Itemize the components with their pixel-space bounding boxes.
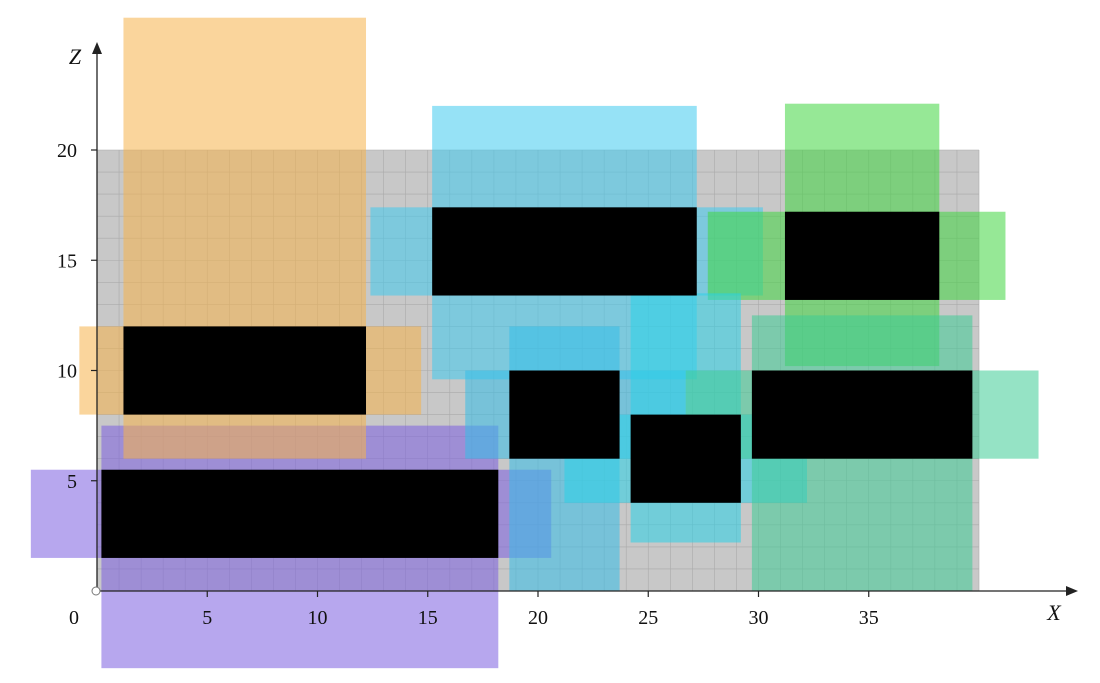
- x-tick-label: 20: [528, 607, 548, 629]
- axes: 0 X Z: [69, 42, 1078, 629]
- x-tick-label: 25: [638, 607, 658, 629]
- item-5-block: [509, 370, 620, 459]
- z-tick-label: 20: [57, 140, 77, 162]
- z-tick-label: 10: [57, 361, 77, 383]
- x-tick-label: 30: [749, 607, 769, 629]
- z-axis-title: Z: [69, 44, 82, 69]
- item-3-block: [432, 207, 697, 296]
- axis-ticks: 5 10 15 20 25 30 35 5 10 15 20: [57, 140, 879, 629]
- item-4-block: [784, 211, 940, 300]
- x-tick-label: 35: [859, 607, 879, 629]
- x-tick-label: 5: [202, 607, 212, 629]
- x-axis-arrow: [1066, 586, 1078, 596]
- z-tick-label: 15: [57, 250, 77, 272]
- x-tick-label: 10: [308, 607, 328, 629]
- x-tick-label: 15: [418, 607, 438, 629]
- item-7-block: [751, 370, 973, 459]
- item-1-block: [101, 469, 499, 558]
- origin-marker: [91, 586, 101, 596]
- item-6-block: [630, 414, 741, 503]
- item-2-block: [123, 326, 367, 415]
- z-tick-label: 5: [67, 471, 77, 493]
- z-axis-arrow: [92, 42, 102, 54]
- x-axis-title: X: [1046, 600, 1062, 625]
- placed-items: [101, 207, 973, 558]
- origin-label: 0: [69, 607, 79, 629]
